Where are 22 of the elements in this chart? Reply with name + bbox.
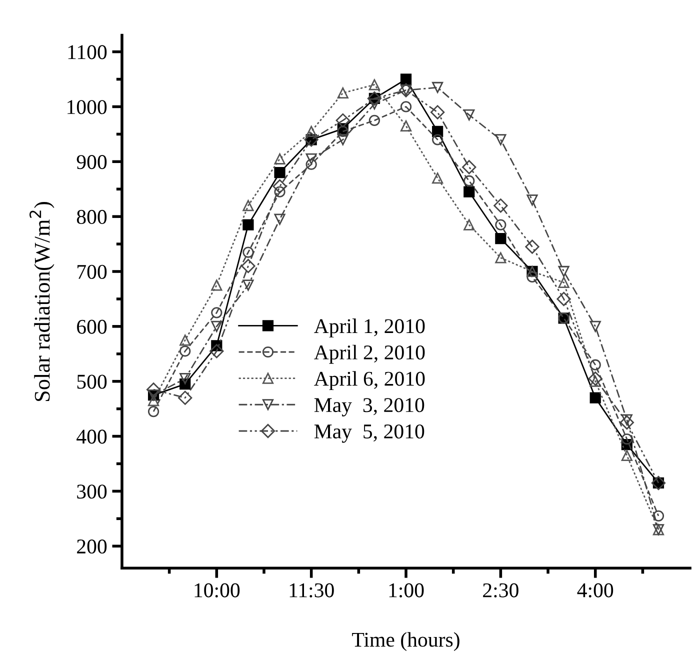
y-tick-label: 1000 [68, 100, 107, 114]
legend-label: April 2, 2010 [314, 344, 425, 364]
x-tick-label: 11:30 [290, 583, 334, 598]
x-tick-label: 2:30 [483, 583, 518, 598]
y-tick-label: 600 [77, 320, 107, 334]
legend-label: May 5, 2010 [314, 424, 424, 443]
legend-label: May 3, 2010 [314, 398, 424, 416]
y-tick-label: 800 [76, 210, 107, 224]
x-tick-label: 4:00 [577, 583, 614, 598]
y-tick-label: 400 [76, 430, 107, 444]
y-tick-label: 200 [77, 540, 107, 554]
y-axis-title: Solar radiation(W/m$^{2}$) [30, 202, 54, 401]
legend-label: April 6, 2010 [314, 371, 425, 390]
y-tick-label: 300 [77, 484, 107, 499]
y-tick-label: 900 [76, 155, 107, 170]
x-axis-title: Time (hours) [352, 632, 460, 652]
y-tick-label: 700 [78, 264, 107, 279]
y-tick-label: 1100 [68, 45, 107, 60]
x-tick-label: 1:00 [389, 583, 424, 598]
y-tick-label: 500 [77, 374, 107, 389]
x-tick-label: 10:00 [194, 583, 240, 598]
legend-label: April 1, 2010 [314, 318, 425, 338]
